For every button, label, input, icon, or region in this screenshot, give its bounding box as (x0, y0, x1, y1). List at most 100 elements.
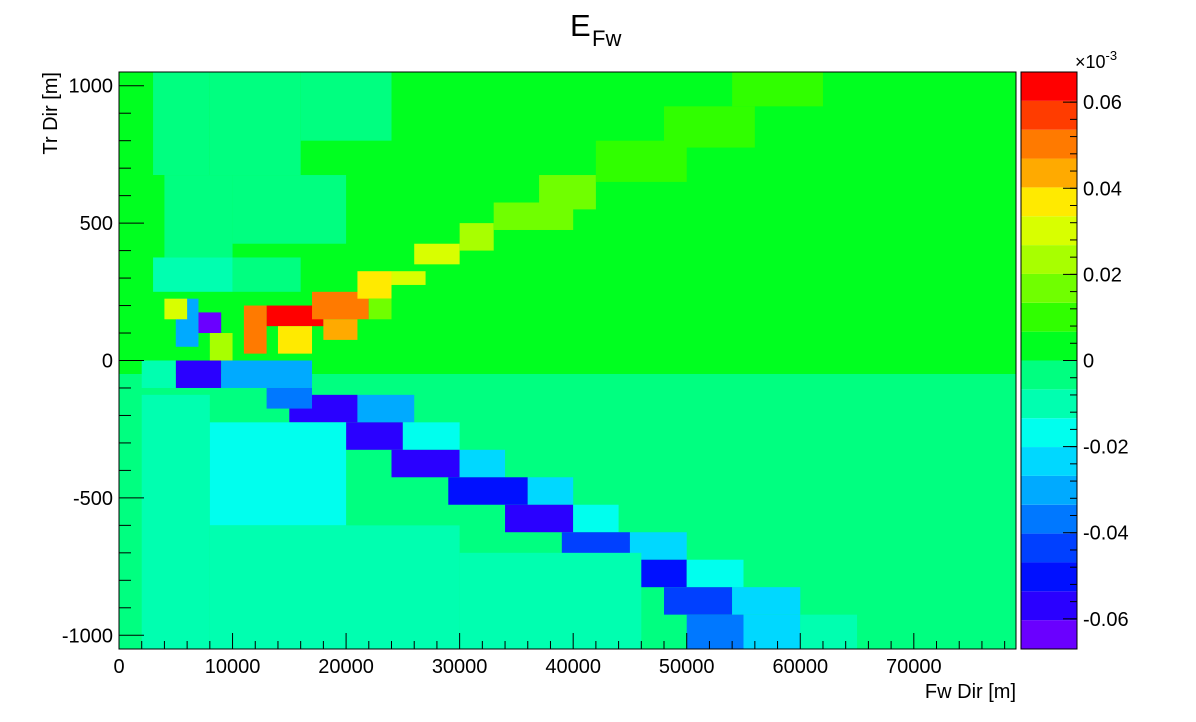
heatmap-cell (391, 271, 426, 285)
colorbar-segment (1021, 475, 1077, 505)
heatmap-cell (209, 422, 347, 526)
heatmap-cell (664, 106, 755, 148)
heatmap-cell (459, 223, 494, 251)
y-tick-label: 1000 (69, 76, 114, 98)
heatmap-cell (459, 552, 642, 649)
colorbar-segment (1021, 591, 1077, 621)
heatmap-cell (300, 72, 392, 141)
colorbar-tick-label: 0 (1083, 351, 1094, 373)
heatmap-cell (198, 312, 222, 334)
heatmap-cell (686, 614, 744, 649)
colorbar-segment (1021, 418, 1077, 448)
heatmap-cell (153, 72, 210, 176)
x-axis: 0 10000 20000 30000 40000 50000 60000 70000 (113, 633, 1006, 678)
heatmap-cell (402, 422, 460, 450)
heatmap-cell (153, 257, 233, 292)
colorbar-segment (1021, 216, 1077, 246)
heatmap-cell (209, 333, 233, 361)
x-tick-label: 40000 (545, 656, 601, 678)
heatmap-cell (164, 298, 188, 320)
colorbar-tick-label: 0.04 (1083, 178, 1122, 200)
heatmap-cell (800, 614, 858, 649)
heatmap-cell (743, 614, 801, 649)
heatmap-cells (130, 72, 858, 649)
chart-title-subscript: Fw (592, 26, 621, 51)
colorbar-axis: -0.06 -0.04 -0.02 0 0.02 0.04 0.06 (1063, 92, 1129, 631)
heatmap-cell (505, 504, 574, 533)
heatmap-cell (732, 587, 801, 615)
colorbar-segment (1021, 273, 1077, 303)
heatmap-cell (664, 587, 733, 615)
heatmap-cell (266, 387, 313, 409)
heatmap-cell (368, 298, 392, 320)
colorbar-segment (1021, 620, 1077, 649)
x-tick-label: 0 (113, 656, 124, 678)
heatmap-cell (323, 319, 358, 340)
y-axis-label: Tr Dir [m] (40, 72, 62, 155)
y-tick-label: 0 (102, 351, 113, 373)
colorbar-segment (1021, 245, 1077, 274)
heatmap-cell (459, 449, 506, 478)
colorbar-multiplier-base: ×10 (1075, 52, 1106, 72)
heatmap-cell (130, 175, 165, 258)
colorbar-segment (1021, 504, 1077, 534)
y-axis: -1000 -500 0 500 1000 (62, 76, 144, 647)
heatmap-cell (346, 422, 403, 450)
heatmap-cell (573, 504, 619, 533)
colorbar-segment (1021, 129, 1077, 159)
heatmap-cell (175, 360, 222, 388)
colorbar-tick-label: -0.04 (1083, 523, 1129, 545)
colorbar-segment (1021, 533, 1077, 563)
heatmap-cell (539, 175, 596, 210)
heatmap-cell (686, 559, 744, 588)
colorbar-segment (1021, 187, 1077, 217)
heatmap-cell (357, 394, 415, 423)
heatmap-cell (141, 394, 210, 649)
heatmap-cell (277, 326, 313, 354)
heatmap-cell (164, 175, 233, 258)
x-tick-label: 30000 (432, 656, 488, 678)
colorbar-segment (1021, 562, 1077, 592)
colorbar-segment (1021, 100, 1077, 130)
colorbar-tick-label: 0.06 (1083, 92, 1122, 114)
heatmap-cell (221, 360, 313, 388)
colorbar-segment (1021, 158, 1077, 188)
colorbar-multiplier: ×10-3 (1075, 48, 1117, 72)
heatmap-cell (209, 525, 460, 649)
colorbar-segment (1021, 302, 1077, 332)
heatmap-cell (357, 271, 392, 299)
heatmap-cell (130, 72, 154, 176)
x-tick-label: 60000 (772, 656, 828, 678)
colorbar-segment (1021, 72, 1077, 101)
heatmap-cell (141, 360, 176, 388)
heatmap-cell (732, 72, 823, 107)
y-tick-label: -1000 (62, 625, 113, 647)
heatmap-cell (243, 305, 267, 354)
heatmap-cell (391, 449, 460, 478)
colorbar-segment (1021, 360, 1077, 390)
y-tick-label: 500 (80, 213, 113, 235)
colorbar-tick-label: -0.06 (1083, 609, 1129, 631)
x-tick-label: 10000 (205, 656, 261, 678)
chart-title: E (570, 8, 591, 43)
heatmap-cell (232, 257, 301, 292)
heatmap-cell (232, 175, 347, 244)
colorbar-segment (1021, 447, 1077, 476)
colorbar-multiplier-exponent: -3 (1106, 48, 1118, 63)
heatmap-cell (448, 477, 528, 505)
heatmap-cell (209, 72, 301, 176)
heatmap-cell (266, 305, 324, 327)
x-tick-label: 70000 (886, 656, 942, 678)
heatmap-cell (527, 477, 574, 505)
colorbar-tick-label: 0.02 (1083, 264, 1122, 286)
y-tick-label: -500 (73, 488, 113, 510)
colorbar (1021, 72, 1077, 649)
colorbar-segment (1021, 389, 1077, 419)
colorbar-segment (1021, 331, 1077, 361)
x-axis-label: Fw Dir [m] (925, 681, 1016, 703)
x-tick-label: 20000 (318, 656, 374, 678)
colorbar-tick-label: -0.02 (1083, 437, 1129, 459)
x-tick-label: 50000 (659, 656, 715, 678)
heatmap-cell (414, 243, 460, 265)
